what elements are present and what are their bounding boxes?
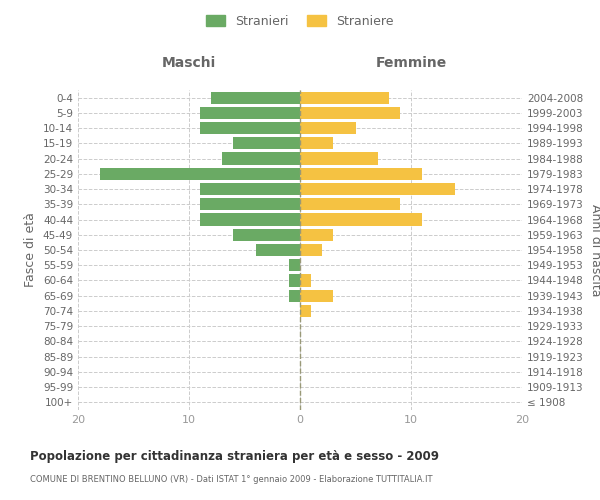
Bar <box>233 137 300 149</box>
Bar <box>256 244 300 256</box>
Bar <box>289 290 300 302</box>
Bar <box>200 214 300 226</box>
Bar <box>300 305 311 317</box>
Bar <box>300 198 400 210</box>
Bar <box>300 122 356 134</box>
Y-axis label: Anni di nascita: Anni di nascita <box>589 204 600 296</box>
Bar <box>200 183 300 195</box>
Y-axis label: Fasce di età: Fasce di età <box>25 212 37 288</box>
Bar <box>300 228 334 241</box>
Bar <box>300 183 455 195</box>
Text: COMUNE DI BRENTINO BELLUNO (VR) - Dati ISTAT 1° gennaio 2009 - Elaborazione TUTT: COMUNE DI BRENTINO BELLUNO (VR) - Dati I… <box>30 475 433 484</box>
Bar <box>300 107 400 119</box>
Bar <box>223 152 300 164</box>
Legend: Stranieri, Straniere: Stranieri, Straniere <box>203 11 397 32</box>
Bar <box>300 152 378 164</box>
Bar <box>300 214 422 226</box>
Bar <box>200 107 300 119</box>
Bar <box>300 244 322 256</box>
Bar <box>233 228 300 241</box>
Bar <box>200 122 300 134</box>
Bar <box>211 92 300 104</box>
Bar <box>300 168 422 180</box>
Bar <box>300 274 311 286</box>
Bar <box>300 137 334 149</box>
Text: Femmine: Femmine <box>376 56 446 70</box>
Bar <box>300 290 334 302</box>
Bar <box>100 168 300 180</box>
Bar <box>289 274 300 286</box>
Bar <box>289 259 300 272</box>
Bar <box>200 198 300 210</box>
Text: Maschi: Maschi <box>162 56 216 70</box>
Text: Popolazione per cittadinanza straniera per età e sesso - 2009: Popolazione per cittadinanza straniera p… <box>30 450 439 463</box>
Bar <box>300 92 389 104</box>
